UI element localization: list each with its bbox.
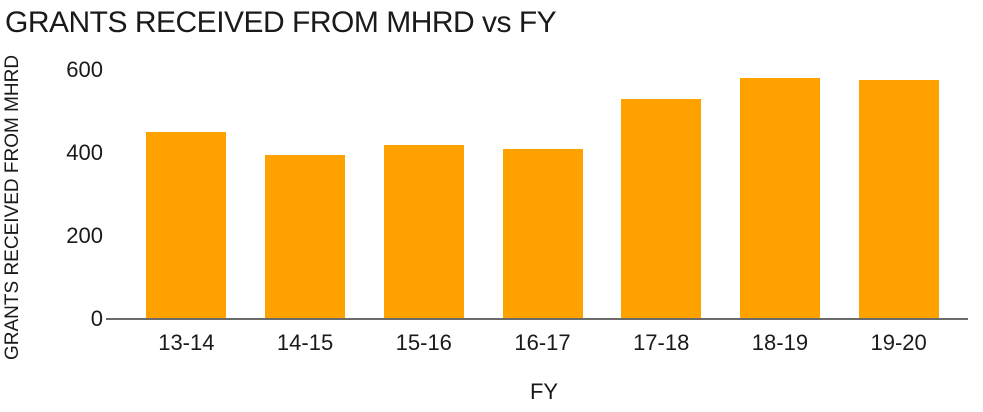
y-tick-label: 400 — [66, 140, 103, 165]
bar-16-17[interactable] — [502, 148, 583, 319]
chart-title: GRANTS RECEIVED FROM MHRD vs FY — [5, 6, 557, 39]
bar-13-14[interactable] — [146, 132, 227, 319]
y-axis-title: GRANTS RECEIVED FROM MHRD — [2, 54, 23, 360]
bar-15-16[interactable] — [383, 144, 464, 319]
y-tick-label: 600 — [66, 57, 103, 82]
x-tick-label: 19-20 — [870, 330, 927, 355]
x-tick-label: 13-14 — [158, 330, 215, 355]
bar-17-18[interactable] — [621, 99, 702, 319]
x-tick-label: 14-15 — [276, 330, 334, 355]
x-tick-label: 18-19 — [751, 330, 809, 355]
x-tick-label: 16-17 — [514, 330, 571, 355]
x-axis-line — [106, 318, 968, 320]
y-tick-label: 0 — [90, 306, 103, 331]
x-tick-label: 17-18 — [633, 330, 690, 355]
x-tick-label: 15-16 — [395, 330, 452, 355]
y-tick-label: 200 — [66, 223, 103, 248]
bar-19-20[interactable] — [858, 80, 939, 319]
bar-18-19[interactable] — [739, 78, 820, 319]
bar-14-15[interactable] — [265, 155, 346, 319]
x-axis-title: FY — [529, 379, 559, 404]
plot-area — [127, 70, 958, 319]
